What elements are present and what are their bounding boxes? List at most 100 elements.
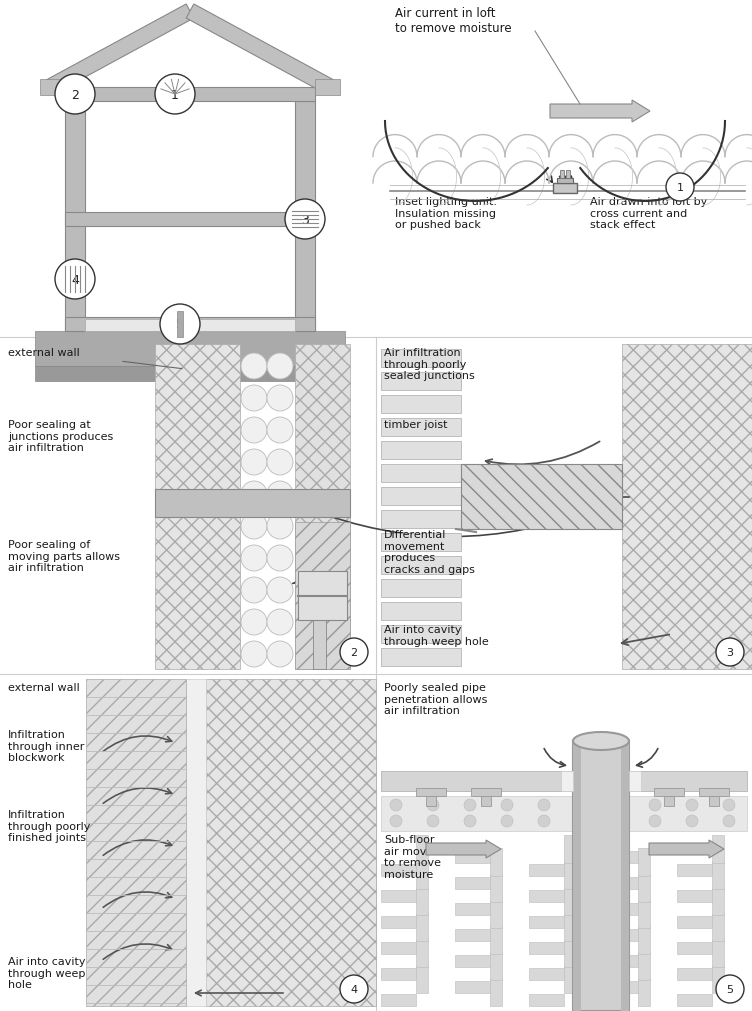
Bar [315,80,340,96]
Bar [455,903,490,915]
Bar [603,903,638,915]
Circle shape [575,800,587,811]
Bar [564,966,576,993]
Bar [481,797,491,806]
Text: Poor sealing at
junctions produces
air infiltration: Poor sealing at junctions produces air i… [8,420,114,453]
Bar [712,939,724,968]
Bar [416,789,446,797]
Circle shape [267,546,293,571]
Bar [381,373,461,390]
Bar [381,994,416,1006]
Bar [381,511,461,529]
Bar [155,489,350,518]
Circle shape [723,800,735,811]
Text: Poor sealing of
moving parts allows
air infiltration: Poor sealing of moving parts allows air … [8,540,120,572]
Bar [557,179,573,184]
Bar [529,864,564,877]
Bar [177,311,183,338]
Circle shape [427,800,439,811]
Bar [381,942,416,954]
Bar [490,900,502,928]
Bar [455,929,490,941]
FancyArrow shape [426,840,501,858]
Bar [381,603,461,621]
Text: Air infiltration
through poorly
sealed junctions: Air infiltration through poorly sealed j… [384,348,475,381]
Bar [381,969,416,980]
Circle shape [464,815,476,827]
Circle shape [285,200,325,240]
Bar [638,900,650,928]
Text: Differential
movement
produces
cracks and gaps: Differential movement produces cracks an… [384,530,475,574]
Bar [638,875,650,902]
Bar [186,679,206,1006]
Bar [564,861,576,889]
Bar [529,969,564,980]
Text: 5: 5 [726,984,733,994]
Circle shape [575,815,587,827]
Bar [416,913,428,941]
Circle shape [464,800,476,811]
Bar [416,966,428,993]
Bar [455,851,490,863]
Bar [603,981,638,993]
Circle shape [716,638,744,666]
Bar [426,797,436,806]
Bar [381,464,461,482]
Bar [381,534,461,551]
Bar [455,878,490,889]
Bar [529,890,564,902]
Circle shape [427,815,439,827]
Circle shape [340,638,368,666]
Circle shape [390,815,402,827]
Circle shape [241,450,267,475]
Circle shape [686,800,698,811]
Circle shape [241,610,267,635]
Bar [381,771,747,792]
Bar [677,969,712,980]
Circle shape [612,800,624,811]
Bar [416,939,428,968]
Bar [295,345,350,669]
Bar [381,626,461,643]
Bar [381,890,416,902]
Bar [712,887,724,915]
Bar [155,345,240,669]
Bar [65,102,85,332]
Text: Infiltration
through poorly
finished joints: Infiltration through poorly finished joi… [8,809,90,842]
Circle shape [241,418,267,444]
Bar [638,978,650,1006]
Bar [566,171,570,179]
Bar [40,80,65,96]
Bar [381,395,461,413]
Circle shape [390,800,402,811]
Circle shape [267,450,293,475]
Text: 2: 2 [71,88,79,101]
Bar [65,88,315,102]
Circle shape [612,815,624,827]
Bar [35,332,345,367]
Text: Poorly sealed pipe
penetration allows
air infiltration: Poorly sealed pipe penetration allows ai… [384,682,487,716]
FancyArrow shape [649,840,724,858]
Bar [490,978,502,1006]
Circle shape [267,418,293,444]
Bar [85,319,295,332]
Circle shape [538,800,550,811]
Bar [629,771,641,792]
Circle shape [723,815,735,827]
Circle shape [160,304,200,345]
Circle shape [501,800,513,811]
Bar [564,887,576,915]
Bar [561,771,573,792]
Circle shape [716,975,744,1003]
Bar [416,861,428,889]
Bar [677,890,712,902]
Text: 4: 4 [71,273,79,286]
Bar [709,797,719,806]
Bar [295,523,350,669]
Circle shape [267,385,293,411]
Circle shape [538,815,550,827]
Circle shape [340,975,368,1003]
Bar [638,848,650,877]
Bar [677,916,712,928]
Bar [455,955,490,968]
